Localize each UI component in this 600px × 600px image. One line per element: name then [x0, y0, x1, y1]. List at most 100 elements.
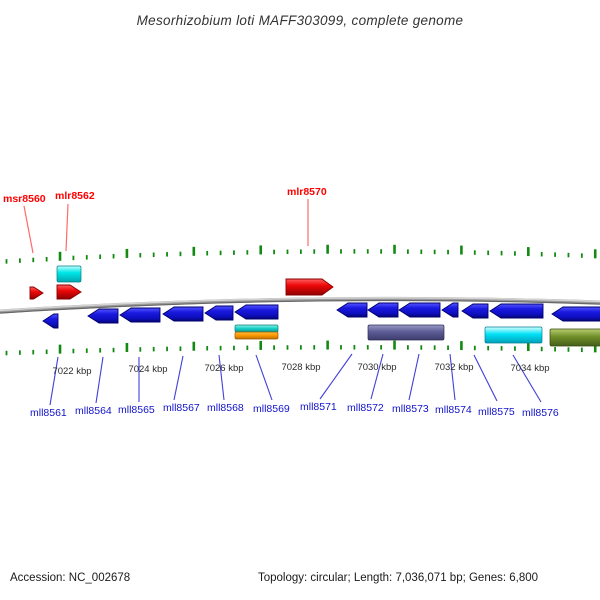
- feature-bar-mlr8562-companion[interactable]: [56, 265, 82, 283]
- ruler-minor-tick: [32, 257, 35, 263]
- gene-arrow-unlabeled-right[interactable]: [551, 306, 600, 322]
- gene-label-mll8576[interactable]: mll8576: [522, 407, 559, 419]
- ruler-minor-tick: [85, 255, 88, 260]
- ruler-minor-tick: [233, 250, 235, 255]
- gene-label-mll8567[interactable]: mll8567: [163, 402, 200, 414]
- feature-bar-teal-bar[interactable]: [234, 324, 279, 333]
- ruler-minor-tick: [32, 349, 35, 355]
- ruler-minor-tick: [540, 251, 543, 257]
- leader-line-mll8576: [512, 354, 542, 403]
- ruler-major-tick: [460, 245, 463, 255]
- ruler-minor-tick: [233, 345, 235, 351]
- backbone-line: [0, 299, 600, 314]
- gene-arrow-mlr8570[interactable]: [285, 278, 334, 296]
- feature-bar-cyan-bar[interactable]: [484, 326, 543, 344]
- backbone-line: [0, 296, 600, 314]
- ruler-minor-tick: [5, 350, 8, 356]
- ruler-minor-tick: [380, 345, 383, 350]
- ruler-minor-tick: [420, 249, 423, 255]
- leader-line-msr8560: [23, 205, 34, 254]
- gene-arrow-mll8568[interactable]: [204, 305, 234, 321]
- gene-label-mll8568[interactable]: mll8568: [207, 402, 244, 414]
- gene-label-mll8569[interactable]: mll8569: [253, 403, 290, 415]
- ruler-minor-tick: [112, 347, 115, 353]
- gene-arrow-mll8567[interactable]: [162, 306, 204, 322]
- ruler-minor-tick: [407, 249, 409, 254]
- ruler-minor-tick: [366, 249, 369, 254]
- ruler-minor-tick: [179, 346, 182, 351]
- scale-label: 7030 kbp: [357, 362, 396, 373]
- leader-line-mll8573: [408, 353, 420, 401]
- ruler-minor-tick: [99, 348, 102, 353]
- gene-label-mll8575[interactable]: mll8575: [478, 406, 515, 418]
- gene-arrow-mll8575[interactable]: [461, 303, 489, 319]
- backbone-line: [0, 296, 600, 312]
- gene-arrow-mll8574[interactable]: [441, 302, 459, 318]
- gene-arrow-mll8565[interactable]: [119, 307, 161, 323]
- gene-arrow-mll8573[interactable]: [398, 302, 441, 318]
- ruler-minor-tick: [45, 256, 48, 262]
- ruler-minor-tick: [246, 250, 249, 255]
- ruler-minor-tick: [407, 345, 409, 350]
- ruler-minor-tick: [340, 345, 342, 350]
- gene-label-msr8560[interactable]: msr8560: [3, 193, 46, 205]
- ruler-minor-tick: [206, 250, 209, 256]
- ruler-major-tick: [259, 245, 263, 255]
- leader-line-mll8572: [370, 353, 384, 400]
- ruler-minor-tick: [152, 346, 155, 352]
- ruler-minor-tick: [366, 345, 369, 350]
- ruler-major-tick: [460, 341, 463, 351]
- ruler-minor-tick: [206, 346, 209, 351]
- gene-label-mll8573[interactable]: mll8573: [392, 403, 429, 415]
- gene-arrow-mll8564[interactable]: [87, 308, 119, 324]
- feature-bar-olive-bar[interactable]: [549, 328, 600, 347]
- ruler-ticks-layer: [5, 244, 597, 356]
- ruler-minor-tick: [286, 249, 289, 255]
- gene-label-mll8564[interactable]: mll8564: [75, 405, 112, 417]
- gene-label-mll8565[interactable]: mll8565: [118, 404, 155, 416]
- ruler-minor-tick: [380, 249, 383, 254]
- scale-label: 7022 kbp: [52, 366, 91, 377]
- ruler-major-tick: [192, 246, 196, 256]
- gene-arrow-msr8560[interactable]: [29, 286, 44, 300]
- gene-label-mll8571[interactable]: mll8571: [300, 401, 337, 413]
- feature-bar-purple-bar[interactable]: [367, 324, 445, 341]
- scale-label: 7024 kbp: [128, 364, 167, 375]
- ruler-major-tick: [58, 344, 62, 354]
- ruler-minor-tick: [313, 249, 316, 254]
- ruler-minor-tick: [540, 346, 543, 352]
- ruler-minor-tick: [514, 346, 516, 351]
- gene-label-mlr8570[interactable]: mlr8570: [287, 186, 327, 198]
- ruler-minor-tick: [85, 348, 88, 353]
- ruler-minor-tick: [447, 249, 449, 255]
- gene-label-mll8561[interactable]: mll8561: [30, 407, 67, 419]
- gene-arrow-mll8569[interactable]: [234, 304, 279, 320]
- ruler-minor-tick: [299, 345, 302, 350]
- ruler-minor-tick: [5, 259, 8, 264]
- gene-arrow-mll8572[interactable]: [367, 302, 399, 318]
- ruler-minor-tick: [473, 250, 476, 255]
- ruler-minor-tick: [99, 254, 102, 260]
- gene-label-mlr8562[interactable]: mlr8562: [55, 190, 95, 202]
- ruler-major-tick: [259, 340, 263, 350]
- ruler-minor-tick: [72, 348, 75, 354]
- gene-label-mll8572[interactable]: mll8572: [347, 402, 384, 414]
- genome-backbone: [0, 296, 600, 314]
- feature-bar-orange-bar[interactable]: [234, 331, 279, 340]
- gene-label-mll8574[interactable]: mll8574: [435, 404, 472, 416]
- gene-arrow-mlr8562[interactable]: [56, 284, 82, 300]
- ruler-minor-tick: [447, 345, 449, 350]
- topology-status: Topology: circular; Length: 7,036,071 bp…: [258, 572, 539, 584]
- ruler-minor-tick: [246, 345, 249, 351]
- ruler-major-tick: [125, 248, 129, 258]
- ruler-minor-tick: [18, 258, 21, 263]
- ruler-minor-tick: [580, 253, 583, 258]
- gene-arrow-mll8561[interactable]: [42, 313, 59, 329]
- gene-arrow-mll8571[interactable]: [336, 302, 368, 318]
- ruler-major-tick: [527, 247, 530, 257]
- gene-arrow-mll8576[interactable]: [489, 303, 544, 319]
- ruler-major-tick: [527, 342, 530, 352]
- ruler-minor-tick: [554, 252, 556, 257]
